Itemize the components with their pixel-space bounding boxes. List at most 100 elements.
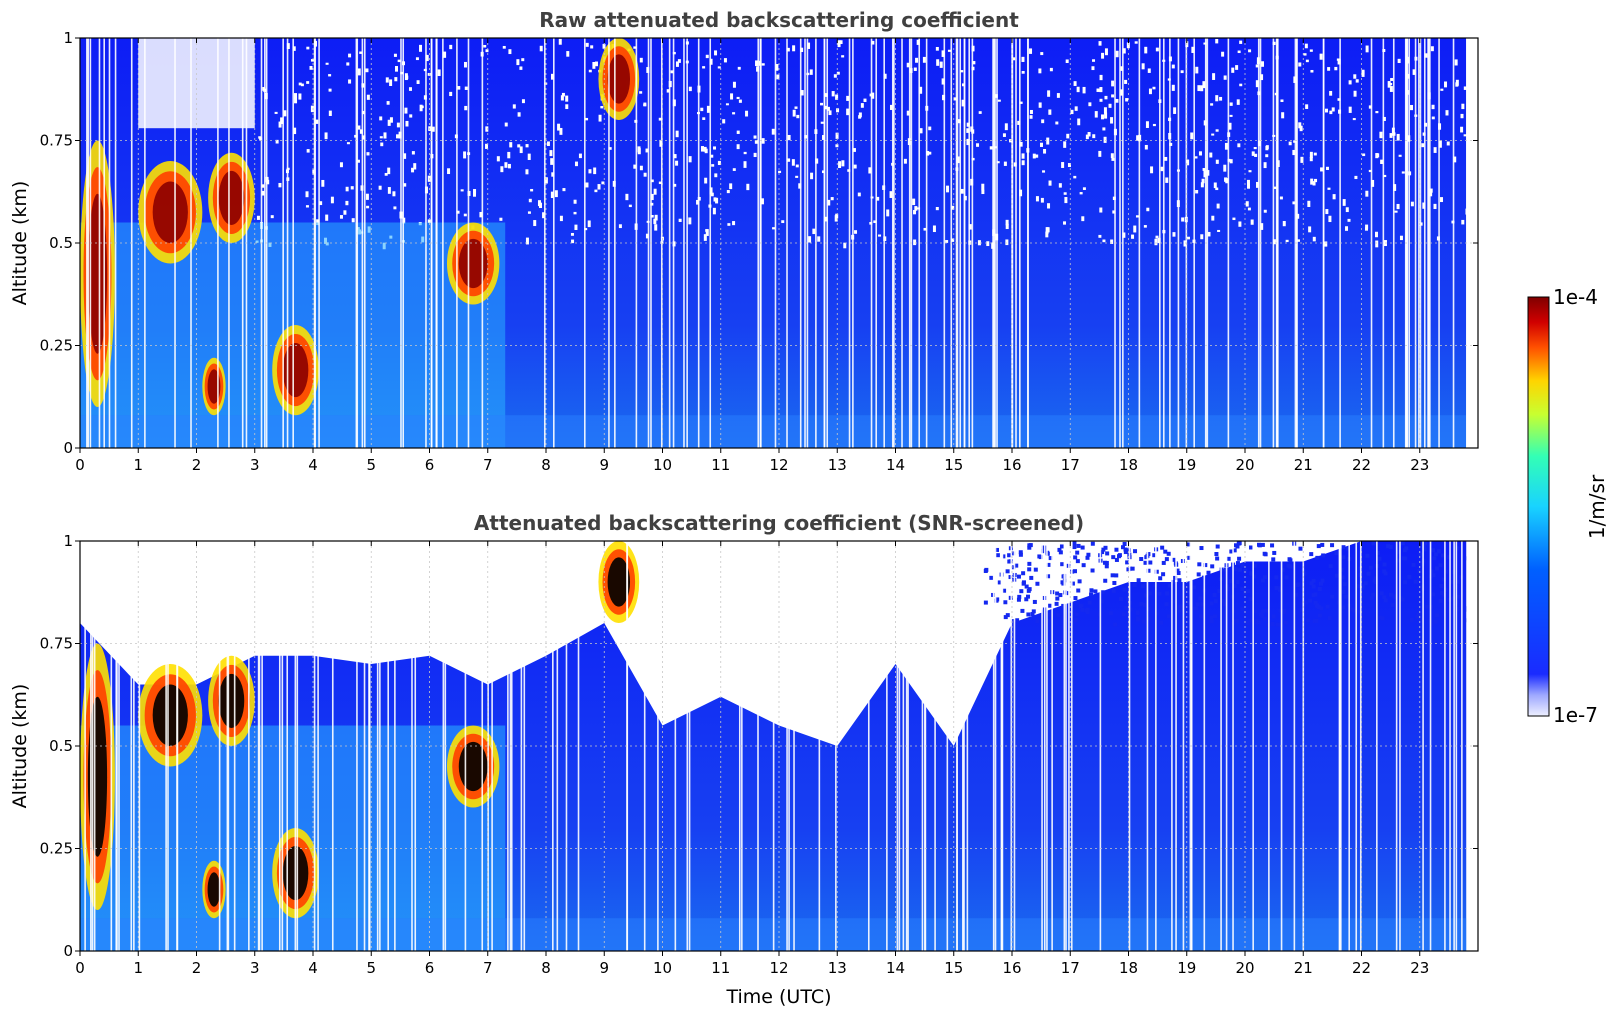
x-tick-label: 9	[599, 959, 609, 977]
sparse-pixel	[1296, 582, 1301, 587]
noise-speck	[868, 167, 872, 174]
noise-speck	[1376, 153, 1380, 158]
data-gap	[248, 541, 250, 951]
noise-speck	[795, 164, 799, 168]
noise-speck	[557, 123, 561, 131]
noise-speck	[261, 184, 265, 188]
x-tick-label: 4	[308, 959, 318, 977]
cloud-feature	[208, 655, 255, 747]
noise-speck	[1079, 192, 1083, 195]
y-tick-label: 1	[63, 29, 73, 47]
noise-speck	[1003, 161, 1007, 166]
noise-speck	[972, 61, 976, 65]
noise-speck	[688, 156, 692, 163]
data-gap	[379, 541, 381, 951]
noise-speck	[787, 158, 791, 162]
sparse-pixel	[1057, 547, 1062, 552]
noise-speck	[688, 86, 692, 92]
noise-speck	[1172, 232, 1176, 237]
noise-speck	[546, 141, 550, 146]
noise-speck	[761, 138, 765, 144]
sparse-pixel	[1262, 551, 1267, 556]
noise-speck	[776, 74, 780, 80]
colorbar-unit-label: 1/m/sr	[1585, 474, 1609, 539]
noise-speck	[704, 177, 708, 184]
noise-speck	[275, 139, 279, 144]
noise-speck	[854, 230, 858, 234]
sparse-pixel	[1072, 545, 1077, 550]
noise-speck	[1282, 221, 1286, 227]
data-gap	[1122, 38, 1124, 448]
noise-speck	[256, 215, 260, 220]
noise-speck	[817, 236, 821, 242]
noise-speck	[820, 102, 824, 106]
sparse-pixel	[1055, 596, 1060, 601]
noise-speck	[827, 199, 831, 206]
data-gap	[672, 38, 675, 448]
noise-speck	[966, 138, 970, 146]
noise-speck	[1096, 88, 1100, 92]
noise-speck	[703, 234, 707, 241]
noise-speck	[837, 40, 841, 48]
noise-speck	[1110, 117, 1114, 124]
noise-speck	[1433, 203, 1437, 210]
noise-speck	[824, 216, 828, 222]
x-tick-label: 21	[1294, 456, 1313, 474]
sparse-pixel	[1041, 549, 1046, 554]
noise-speck	[753, 135, 757, 139]
noise-speck	[726, 190, 730, 194]
sparse-pixel	[1027, 561, 1032, 566]
noise-speck	[294, 93, 298, 100]
noise-speck	[989, 146, 993, 150]
data-gap	[93, 541, 96, 951]
sparse-pixel	[1100, 550, 1105, 555]
sparse-pixel	[1271, 614, 1276, 619]
sparse-pixel	[1271, 557, 1276, 562]
data-gap	[1203, 541, 1206, 951]
sparse-pixel	[1446, 609, 1451, 614]
sparse-pixel	[1334, 551, 1339, 556]
noise-speck	[1375, 111, 1379, 114]
noise-speck	[946, 185, 950, 193]
noise-speck	[1110, 153, 1114, 159]
sparse-pixel	[1046, 562, 1051, 567]
noise-speck	[525, 144, 529, 148]
noise-speck	[521, 99, 525, 104]
sparse-pixel	[1235, 579, 1240, 584]
noise-speck	[714, 173, 718, 178]
noise-speck	[820, 121, 824, 124]
data-gap	[757, 38, 760, 448]
noise-speck	[550, 191, 554, 199]
data-gap	[138, 541, 141, 951]
noise-speck	[427, 219, 431, 224]
noise-speck	[378, 185, 382, 190]
sparse-pixel	[1377, 556, 1382, 561]
noise-speck	[1365, 227, 1369, 231]
data-gap	[806, 38, 809, 448]
noise-speck	[960, 70, 964, 73]
sparse-pixel	[1254, 618, 1259, 623]
noise-speck	[1002, 133, 1006, 137]
data-gap	[1408, 38, 1410, 448]
data-gap	[918, 38, 921, 448]
noise-speck	[670, 70, 674, 74]
noise-speck	[431, 126, 435, 132]
noise-speck	[947, 49, 951, 52]
x-tick-label: 1	[133, 456, 143, 474]
noise-speck	[578, 153, 582, 159]
sparse-pixel	[1007, 553, 1012, 558]
data-gap	[1392, 38, 1395, 448]
noise-speck	[1125, 98, 1129, 102]
noise-speck	[365, 193, 369, 200]
sparse-pixel	[1372, 578, 1377, 583]
noise-speck	[1021, 153, 1025, 159]
sparse-pixel	[1287, 557, 1292, 562]
sparse-pixel	[1047, 612, 1052, 617]
noise-speck	[592, 61, 596, 69]
sparse-pixel	[1248, 545, 1253, 550]
noise-speck	[723, 58, 727, 63]
noise-speck	[713, 146, 717, 150]
sparse-pixel	[1245, 589, 1250, 594]
sparse-pixel	[1017, 594, 1022, 599]
noise-speck	[922, 56, 926, 63]
